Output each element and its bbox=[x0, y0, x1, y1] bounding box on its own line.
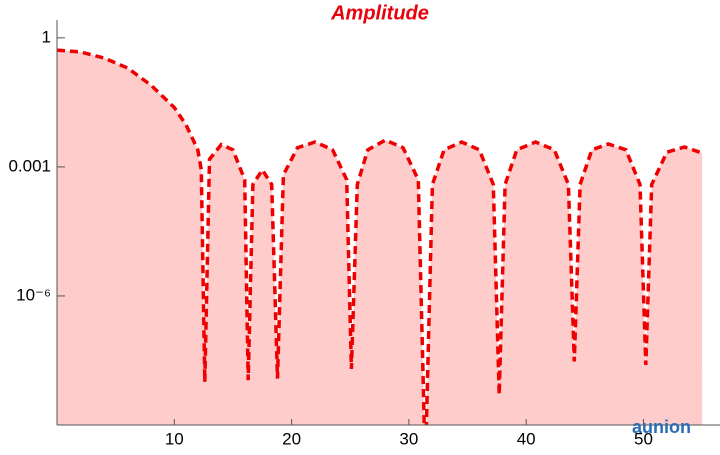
watermark: aunion bbox=[632, 417, 691, 437]
line bbox=[57, 48, 703, 425]
x-tick-label: 50 bbox=[634, 429, 653, 448]
chart-title: Amplitude bbox=[330, 2, 429, 24]
y-tick-label: 10⁻⁶ bbox=[16, 285, 51, 304]
area bbox=[57, 50, 703, 425]
x-tick-label: 30 bbox=[399, 429, 418, 448]
y-tick-label: 0.001 bbox=[8, 156, 51, 175]
x-tick-label: 20 bbox=[282, 429, 301, 448]
x-tick-label: 10 bbox=[165, 429, 184, 448]
y-tick-label: 1 bbox=[42, 27, 51, 46]
x-tick-label: 40 bbox=[517, 429, 536, 448]
